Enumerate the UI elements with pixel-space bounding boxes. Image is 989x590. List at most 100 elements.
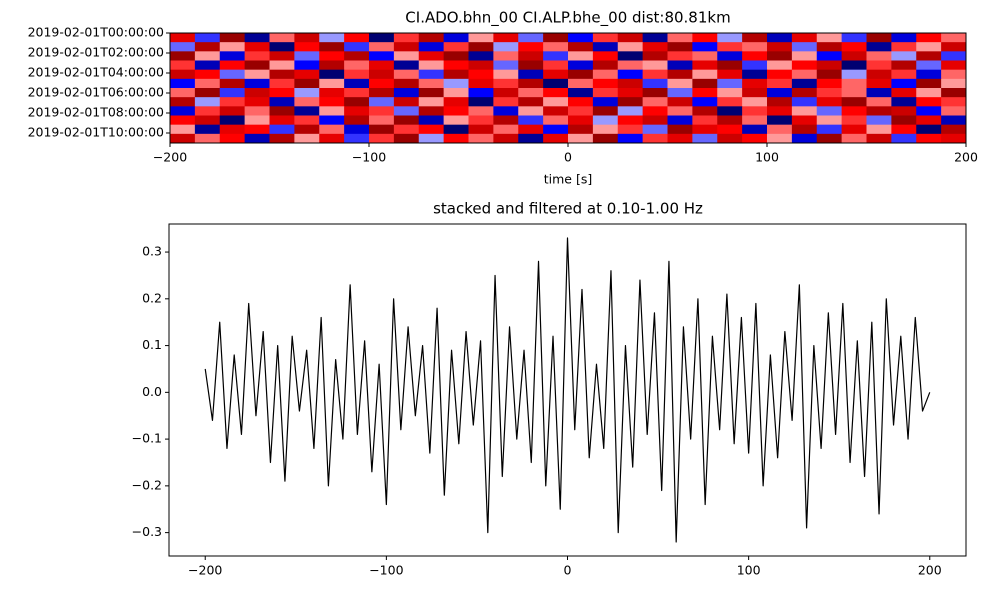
heatmap-cell [443, 115, 469, 126]
heatmap-cell [617, 115, 644, 126]
heatmap-cell [717, 33, 743, 43]
heatmap-cell [717, 88, 743, 98]
heatmap-cell [194, 124, 221, 135]
heatmap-cell [369, 33, 395, 43]
heatmap-cell [194, 51, 221, 61]
heatmap-cell [891, 97, 917, 107]
heatmap-cell [294, 78, 320, 89]
x-axis-label: time [s] [544, 172, 592, 187]
x-tick-label: 100 [737, 563, 761, 578]
heatmap-cell [543, 51, 569, 61]
line-series [204, 237, 931, 543]
heatmap-cell [170, 133, 196, 144]
heatmap-cell [891, 60, 917, 71]
heatmap-cell [667, 42, 693, 52]
heatmap-cell [170, 42, 196, 52]
heatmap-cell [269, 88, 295, 98]
heatmap-cell [667, 51, 693, 61]
heatmap-cell [468, 106, 494, 116]
heatmap-cell [742, 51, 768, 61]
heatmap-cell [194, 88, 221, 98]
y-tick-label: 2019-02-01T00:00:00 [28, 25, 164, 40]
heatmap-cell [269, 133, 295, 144]
heatmap-cell [344, 78, 370, 89]
heatmap-cell [791, 97, 818, 107]
heatmap-cell [344, 33, 370, 43]
heatmap-cell [393, 78, 420, 89]
heatmap-cell [742, 88, 768, 98]
heatmap-cell [369, 88, 395, 98]
heatmap-cell [742, 124, 768, 135]
heatmap-cell [816, 97, 843, 107]
heatmap-cell [667, 133, 693, 144]
heatmap-cell [194, 60, 221, 71]
heatmap-cell [667, 115, 693, 126]
heatmap-cell [493, 88, 519, 98]
y-tick-label: 0.3 [142, 244, 162, 259]
axes-frame [169, 32, 967, 144]
y-tick-label: 2019-02-01T02:00:00 [28, 45, 164, 60]
heatmap-cell [294, 106, 320, 116]
heatmap-cell [941, 51, 967, 61]
heatmap-cell [866, 133, 892, 144]
y-tick-label: 0.2 [142, 290, 162, 305]
heatmap-cell [518, 88, 544, 98]
y-tick-label: 2019-02-01T08:00:00 [28, 105, 164, 120]
heatmap-cell [518, 33, 544, 43]
heatmap-cell [319, 78, 345, 89]
heatmap-cell [244, 97, 270, 107]
heatmap-cell [692, 97, 718, 107]
heatmap-cell [891, 133, 917, 144]
heatmap-cell [219, 97, 246, 107]
heatmap-cell [841, 51, 867, 61]
heatmap-cell [194, 69, 221, 80]
heatmap-cell [518, 124, 544, 135]
heatmap-cell [294, 124, 320, 135]
heatmap-cell [642, 97, 668, 107]
heatmap-cell [642, 88, 668, 98]
heatmap-cell [866, 60, 892, 71]
x-tick-label: 0 [564, 150, 572, 165]
heatmap-cell [344, 88, 370, 98]
heatmap-cell [717, 78, 743, 89]
heatmap-cell [592, 69, 619, 80]
heatmap-cell [916, 51, 942, 61]
heatmap-cell [319, 133, 345, 144]
heatmap-cell [170, 60, 196, 71]
heatmap-cell [568, 133, 594, 144]
heatmap-cell [518, 115, 544, 126]
heatmap-cell [468, 78, 494, 89]
heatmap-cell [468, 42, 494, 52]
heatmap-cell [468, 97, 494, 107]
heatmap-cell [170, 97, 196, 107]
heatmap-cell [891, 69, 917, 80]
heatmap-cell [866, 42, 892, 52]
heatmap-cell [941, 97, 967, 107]
heatmap-cell [568, 42, 594, 52]
heatmap-cell [568, 97, 594, 107]
heatmap-cell [617, 133, 644, 144]
heatmap-cell [493, 124, 519, 135]
heatmap-cell [369, 133, 395, 144]
heatmap-cell [667, 33, 693, 43]
heatmap-cell [244, 42, 270, 52]
heatmap-cell [592, 115, 619, 126]
heatmap-cell [393, 60, 420, 71]
heatmap-cell [742, 115, 768, 126]
heatmap-cell [443, 69, 469, 80]
heatmap-cell [767, 88, 793, 98]
heatmap-cell [791, 60, 818, 71]
heatmap-cell [717, 69, 743, 80]
heatmap-cell [418, 60, 445, 71]
heatmap-cell [642, 124, 668, 135]
heatmap-cell [170, 88, 196, 98]
heatmap-cell [791, 106, 818, 116]
heatmap-cell [319, 69, 345, 80]
heatmap-cell [642, 115, 668, 126]
heatmap-cell [592, 97, 619, 107]
heatmap-cell [344, 106, 370, 116]
heatmap-cell [393, 33, 420, 43]
y-tick-label: 2019-02-01T04:00:00 [28, 65, 164, 80]
heatmap-cell [493, 106, 519, 116]
